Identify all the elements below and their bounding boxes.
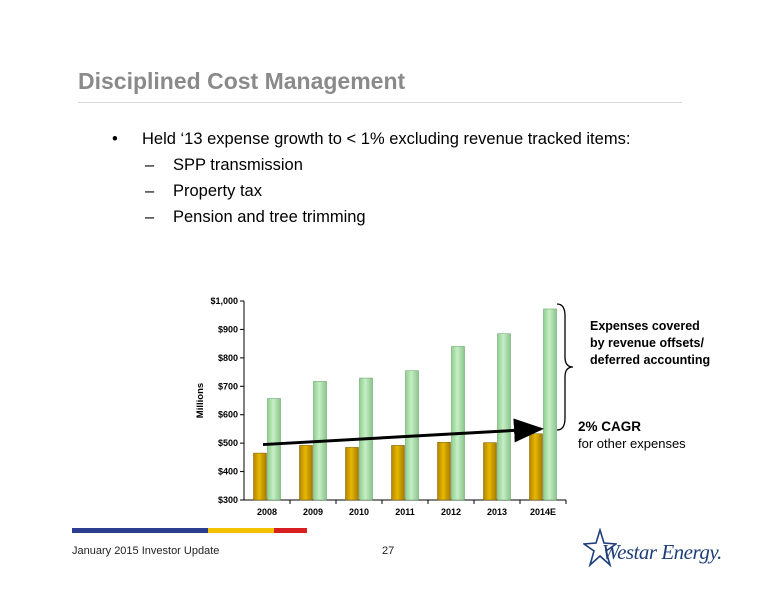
y-tick-label: $500: [218, 438, 238, 448]
bullet-main: • Held ‘13 expense growth to < 1% exclud…: [112, 126, 630, 152]
cagr-trend-arrow: [262, 418, 544, 447]
cagr-title: 2% CAGR: [578, 419, 642, 434]
x-tick-label: 2013: [487, 507, 507, 517]
y-tick-label: $800: [218, 353, 238, 363]
note-line: by revenue offsets/: [590, 336, 704, 350]
westar-star-logo-icon: [583, 528, 617, 568]
logo-wordmark: Westar Energy.: [602, 540, 722, 564]
bullet-list: • Held ‘13 expense growth to < 1% exclud…: [112, 126, 630, 230]
sub-marker: –: [145, 156, 155, 174]
bar-other-expenses: [437, 442, 451, 501]
y-tick-label: $1,000: [210, 296, 238, 306]
bullet-sub-item: – Property tax: [112, 178, 630, 204]
bar-other-expenses: [299, 445, 313, 501]
expense-bar-chart: $300 $400 $500 $600 $700 $800 $900 $1,000 Millio…: [195, 296, 567, 517]
bullet-main-text: Held ‘13 expense growth to < 1% excludin…: [142, 130, 631, 148]
y-tick-label: $700: [218, 381, 238, 391]
y-tick-label: $300: [218, 495, 238, 505]
page-number: 27: [382, 545, 395, 557]
y-tick-label: $400: [218, 467, 238, 477]
bar-other-expenses: [253, 452, 267, 501]
footer-bar-blue: [72, 528, 208, 533]
sub-item-text: Property tax: [173, 182, 262, 200]
x-tick-label: 2009: [303, 507, 323, 517]
footer-bar-red: [274, 528, 307, 533]
cagr-note: 2% CAGR for other expenses: [578, 418, 686, 452]
y-axis-label: Millions: [195, 383, 206, 418]
x-tick-label: 2008: [257, 507, 277, 517]
footer-bar-yellow: [208, 528, 274, 533]
bar-total-expenses: [497, 333, 511, 501]
sub-marker: –: [145, 182, 155, 200]
revenue-offset-note: Expenses covered by revenue offsets/ def…: [590, 318, 710, 369]
bar-total-expenses: [543, 308, 557, 501]
sub-item-text: SPP transmission: [173, 156, 303, 174]
x-tick-label: 2014E: [530, 507, 556, 517]
bullet-sub-item: – SPP transmission: [112, 152, 630, 178]
x-tick-label: 2011: [395, 507, 415, 517]
x-tick-label: 2010: [349, 507, 369, 517]
title-divider: [78, 102, 682, 103]
bar-other-expenses: [529, 433, 543, 501]
x-tick-label: 2012: [441, 507, 461, 517]
note-line: deferred accounting: [590, 353, 711, 367]
bullet-sub-item: – Pension and tree trimming: [112, 204, 630, 230]
y-tick-label: $900: [218, 324, 238, 334]
y-tick-label: $600: [218, 410, 238, 420]
bar-other-expenses: [345, 447, 359, 501]
bullet-marker: •: [112, 130, 118, 148]
bar-other-expenses: [391, 445, 405, 501]
footer-date: January 2015 Investor Update: [72, 545, 220, 557]
bar-total-expenses: [451, 346, 465, 501]
sub-marker: –: [145, 208, 155, 226]
bar-total-expenses: [267, 398, 281, 501]
sub-item-text: Pension and tree trimming: [173, 208, 366, 226]
page-title: Disciplined Cost Management: [78, 68, 406, 94]
curly-brace-icon: [556, 303, 574, 431]
bar-other-expenses: [483, 442, 497, 501]
note-line: Expenses covered: [590, 319, 700, 333]
cagr-subtitle: for other expenses: [578, 436, 686, 451]
